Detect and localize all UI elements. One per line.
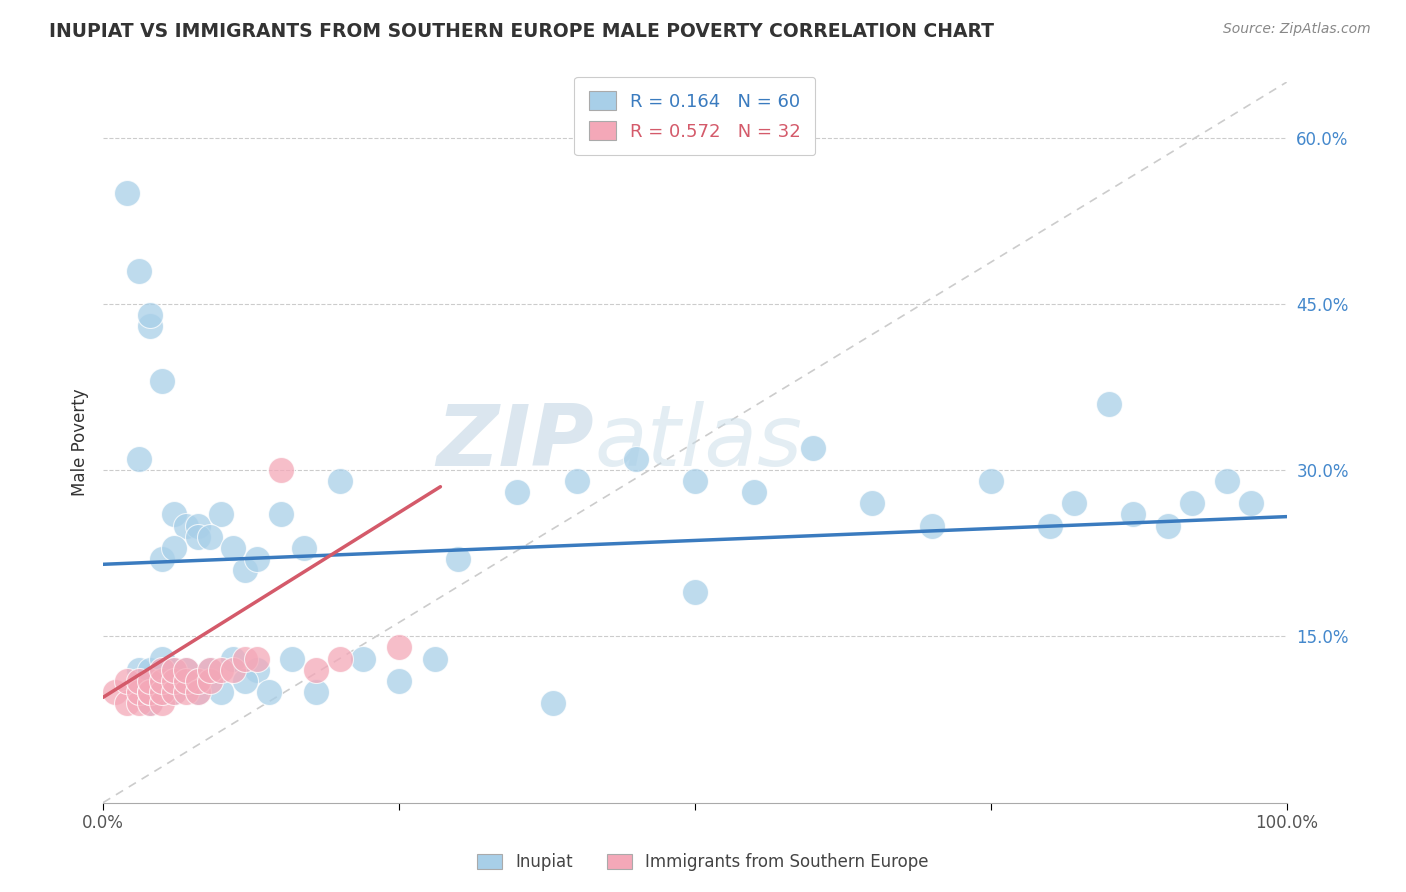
- Point: [163, 685, 186, 699]
- Point: [115, 673, 138, 688]
- Point: [233, 673, 256, 688]
- Legend: Inupiat, Immigrants from Southern Europe: Inupiat, Immigrants from Southern Europe: [470, 845, 936, 880]
- Point: [150, 551, 173, 566]
- Point: [128, 696, 150, 710]
- Point: [506, 485, 529, 500]
- Point: [139, 685, 162, 699]
- Text: atlas: atlas: [595, 401, 803, 483]
- Point: [1039, 518, 1062, 533]
- Point: [801, 441, 824, 455]
- Point: [139, 308, 162, 322]
- Point: [270, 508, 292, 522]
- Point: [860, 496, 883, 510]
- Point: [139, 696, 162, 710]
- Point: [1216, 474, 1239, 488]
- Point: [329, 474, 352, 488]
- Point: [921, 518, 943, 533]
- Point: [292, 541, 315, 555]
- Point: [233, 563, 256, 577]
- Point: [388, 640, 411, 655]
- Point: [281, 651, 304, 665]
- Text: ZIP: ZIP: [437, 401, 595, 483]
- Point: [128, 263, 150, 277]
- Point: [128, 663, 150, 677]
- Point: [305, 685, 328, 699]
- Point: [174, 673, 197, 688]
- Point: [104, 685, 127, 699]
- Point: [447, 551, 470, 566]
- Point: [624, 452, 647, 467]
- Point: [211, 508, 233, 522]
- Point: [423, 651, 446, 665]
- Y-axis label: Male Poverty: Male Poverty: [72, 389, 89, 496]
- Point: [150, 651, 173, 665]
- Point: [163, 673, 186, 688]
- Point: [222, 663, 245, 677]
- Point: [163, 508, 186, 522]
- Point: [246, 551, 269, 566]
- Point: [1122, 508, 1144, 522]
- Point: [163, 663, 186, 677]
- Point: [1098, 396, 1121, 410]
- Text: Source: ZipAtlas.com: Source: ZipAtlas.com: [1223, 22, 1371, 37]
- Point: [353, 651, 375, 665]
- Point: [683, 474, 706, 488]
- Point: [187, 685, 209, 699]
- Point: [233, 651, 256, 665]
- Point: [980, 474, 1002, 488]
- Point: [388, 673, 411, 688]
- Point: [541, 696, 564, 710]
- Point: [1181, 496, 1204, 510]
- Point: [174, 518, 197, 533]
- Point: [139, 685, 162, 699]
- Point: [163, 541, 186, 555]
- Point: [1157, 518, 1180, 533]
- Point: [163, 685, 186, 699]
- Point: [150, 696, 173, 710]
- Point: [565, 474, 588, 488]
- Point: [198, 530, 221, 544]
- Point: [150, 685, 173, 699]
- Point: [257, 685, 280, 699]
- Point: [187, 518, 209, 533]
- Point: [211, 663, 233, 677]
- Point: [198, 663, 221, 677]
- Point: [115, 696, 138, 710]
- Point: [270, 463, 292, 477]
- Point: [139, 318, 162, 333]
- Point: [187, 673, 209, 688]
- Point: [222, 651, 245, 665]
- Point: [329, 651, 352, 665]
- Point: [305, 663, 328, 677]
- Point: [139, 663, 162, 677]
- Point: [198, 663, 221, 677]
- Point: [139, 673, 162, 688]
- Point: [163, 663, 186, 677]
- Point: [128, 685, 150, 699]
- Point: [150, 685, 173, 699]
- Point: [222, 541, 245, 555]
- Point: [246, 663, 269, 677]
- Point: [187, 685, 209, 699]
- Point: [174, 663, 197, 677]
- Legend: R = 0.164   N = 60, R = 0.572   N = 32: R = 0.164 N = 60, R = 0.572 N = 32: [574, 77, 815, 155]
- Point: [128, 673, 150, 688]
- Point: [174, 663, 197, 677]
- Point: [150, 663, 173, 677]
- Point: [1240, 496, 1263, 510]
- Point: [683, 585, 706, 599]
- Point: [150, 673, 173, 688]
- Point: [150, 375, 173, 389]
- Point: [198, 673, 221, 688]
- Point: [174, 685, 197, 699]
- Point: [246, 651, 269, 665]
- Point: [211, 685, 233, 699]
- Text: INUPIAT VS IMMIGRANTS FROM SOUTHERN EUROPE MALE POVERTY CORRELATION CHART: INUPIAT VS IMMIGRANTS FROM SOUTHERN EURO…: [49, 22, 994, 41]
- Point: [139, 696, 162, 710]
- Point: [115, 186, 138, 200]
- Point: [742, 485, 765, 500]
- Point: [187, 530, 209, 544]
- Point: [128, 452, 150, 467]
- Point: [1063, 496, 1085, 510]
